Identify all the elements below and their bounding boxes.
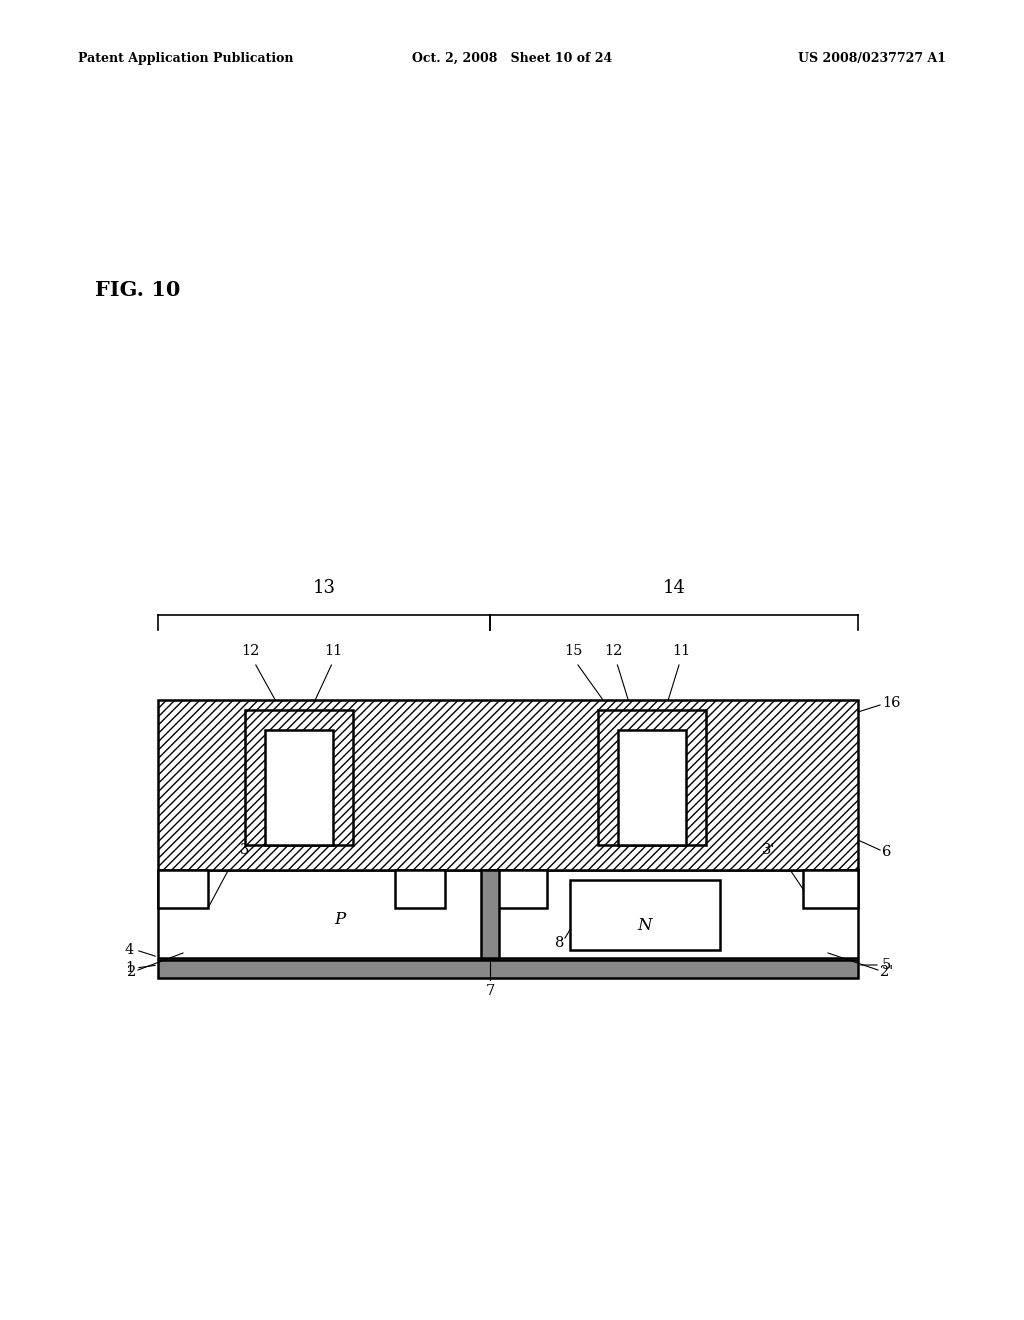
Bar [265, 730, 333, 845]
Text: 11: 11 [672, 644, 690, 657]
Text: 12: 12 [604, 644, 623, 657]
Text: P: P [505, 883, 513, 895]
Bar [598, 710, 706, 845]
Text: 13: 13 [312, 579, 336, 597]
Bar [158, 870, 208, 908]
Text: 2: 2 [127, 965, 136, 979]
Text: 2': 2' [880, 965, 893, 979]
Text: N: N [167, 883, 177, 895]
Text: US 2008/0237727 A1: US 2008/0237727 A1 [798, 51, 946, 65]
Bar [803, 870, 858, 908]
Bar [618, 730, 686, 845]
Bar [481, 870, 499, 958]
Bar [570, 880, 720, 950]
Text: 8: 8 [555, 936, 564, 950]
Text: Patent Application Publication: Patent Application Publication [78, 51, 294, 65]
Text: N: N [403, 883, 415, 895]
Text: Oct. 2, 2008   Sheet 10 of 24: Oct. 2, 2008 Sheet 10 of 24 [412, 51, 612, 65]
Text: 3: 3 [240, 843, 250, 857]
Text: 12: 12 [242, 644, 260, 657]
Bar [158, 960, 858, 978]
Bar [158, 700, 858, 870]
Text: 11: 11 [325, 644, 343, 657]
Bar [245, 710, 353, 845]
Text: 15: 15 [564, 644, 583, 657]
Text: 4: 4 [125, 942, 134, 957]
Text: 3': 3' [762, 843, 775, 857]
Text: 7: 7 [485, 983, 495, 998]
Text: 6: 6 [882, 845, 891, 859]
Text: 16: 16 [882, 696, 900, 710]
Bar [158, 870, 858, 958]
Text: 14: 14 [663, 579, 685, 597]
Text: FIG. 10: FIG. 10 [95, 280, 180, 300]
Text: 5: 5 [882, 958, 891, 972]
Text: N: N [638, 916, 652, 933]
Text: 1: 1 [125, 961, 134, 975]
Bar [495, 870, 547, 908]
Text: P: P [813, 883, 821, 895]
Text: P: P [335, 911, 345, 928]
Bar [395, 870, 445, 908]
